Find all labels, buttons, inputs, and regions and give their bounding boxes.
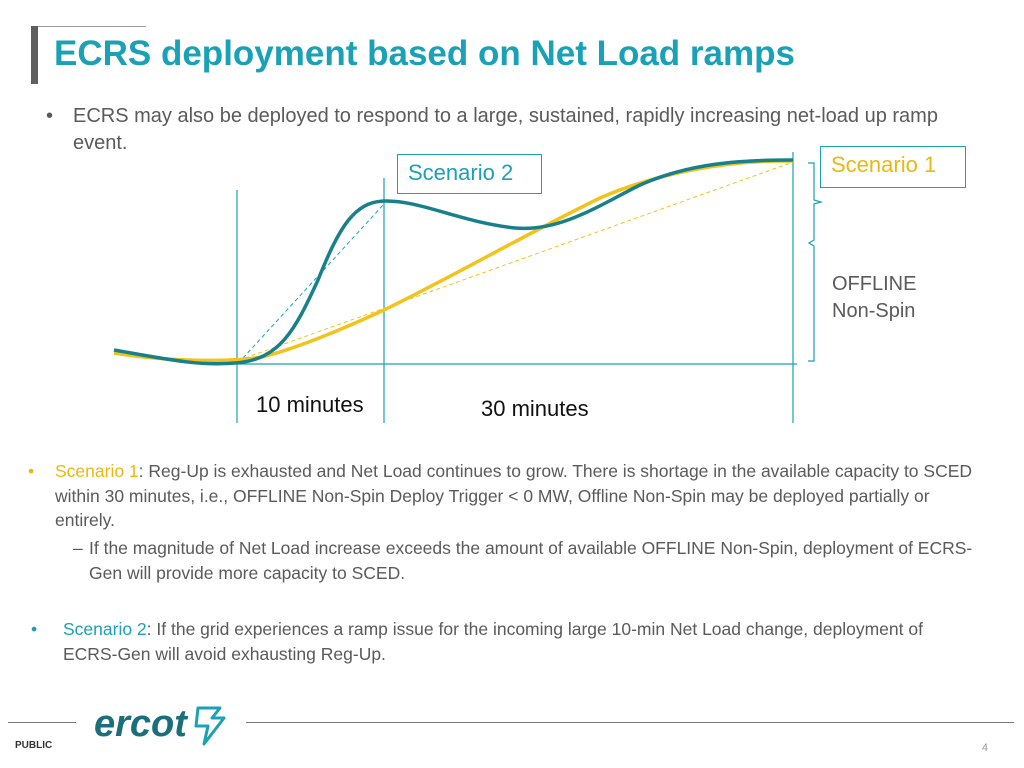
scenario2-label: Scenario 2 — [408, 160, 514, 185]
public-classification: PUBLIC — [15, 740, 53, 751]
ercot-logo-wordmark: ercot — [94, 703, 188, 745]
intro-text: ECRS may also be deployed to respond to … — [73, 105, 938, 154]
offline-nonspin-label: OFFLINE Non-Spin — [832, 271, 916, 325]
scenario1-description: : Reg-Up is exhausted and Net Load conti… — [55, 461, 973, 530]
offline-line1: OFFLINE — [832, 273, 917, 295]
scenario2-bullet: • Scenario 2: If the grid experiences a … — [31, 617, 971, 666]
scenario2-dashed-ramp — [242, 203, 385, 359]
sub-text: If the magnitude of Net Load increase ex… — [89, 538, 973, 583]
scenario2-description: : If the grid experiences a ramp issue f… — [63, 619, 923, 664]
offline-brace — [807, 162, 824, 362]
title-accent-bar — [31, 26, 38, 84]
scenario2-keyword: Scenario 2 — [63, 619, 147, 639]
sub-dash: – — [73, 538, 83, 558]
scenario1-bullet: • Scenario 1: Reg-Up is exhausted and Ne… — [28, 459, 988, 533]
thirty-minutes-label: 30 minutes — [481, 396, 589, 421]
scenario1-keyword: Scenario 1 — [55, 461, 139, 481]
slide-title: ECRS deployment based on Net Load ramps — [54, 34, 795, 73]
bullet-dot: • — [31, 619, 38, 639]
vertical-guides — [236, 152, 794, 423]
bullet-dot: • — [28, 461, 35, 481]
page-number: 4 — [981, 742, 988, 754]
scenario1-label-box: Scenario 1 — [820, 146, 966, 188]
scenario1-text: Scenario 1: Reg-Up is exhausted and Net … — [28, 459, 988, 533]
scenario1-label: Scenario 1 — [831, 152, 937, 177]
title-accent-line — [31, 26, 146, 27]
scenario1-dashed-ramp — [244, 161, 794, 359]
footer-rule-right — [246, 722, 1014, 723]
ten-minutes-label: 10 minutes — [256, 392, 364, 417]
scenario2-text: Scenario 2: If the grid experiences a ra… — [31, 617, 971, 666]
intro-bullet: • ECRS may also be deployed to respond t… — [46, 103, 986, 157]
scenario2-label-box: Scenario 2 — [397, 154, 542, 194]
scenario2-teal-curve — [113, 158, 794, 366]
ercot-logo-bolt-icon — [194, 706, 226, 746]
footer-rule-left — [8, 722, 76, 723]
offline-line2: Non-Spin — [832, 300, 916, 322]
ercot-logo: ercot — [94, 703, 226, 746]
bullet-dot: • — [46, 105, 54, 127]
scenario1-subbullet: – If the magnitude of Net Load increase … — [73, 536, 973, 585]
